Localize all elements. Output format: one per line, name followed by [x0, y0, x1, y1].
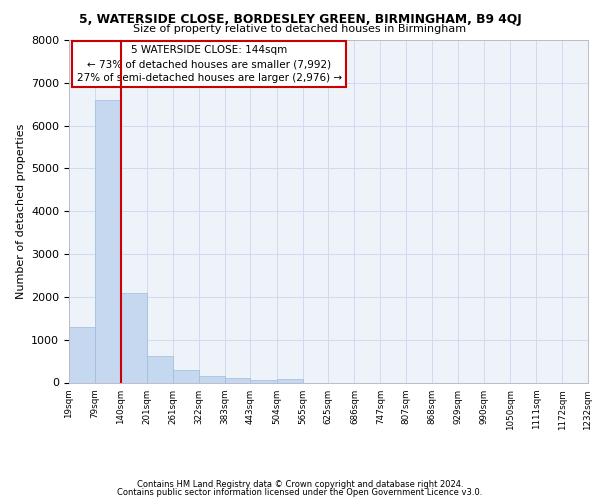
- Bar: [199, 376, 225, 382]
- Bar: [250, 380, 277, 382]
- Text: 5, WATERSIDE CLOSE, BORDESLEY GREEN, BIRMINGHAM, B9 4QJ: 5, WATERSIDE CLOSE, BORDESLEY GREEN, BIR…: [79, 12, 521, 26]
- Text: Contains HM Land Registry data © Crown copyright and database right 2024.: Contains HM Land Registry data © Crown c…: [137, 480, 463, 489]
- Bar: [121, 292, 147, 382]
- Y-axis label: Number of detached properties: Number of detached properties: [16, 124, 26, 299]
- Bar: [277, 379, 302, 382]
- Text: Contains public sector information licensed under the Open Government Licence v3: Contains public sector information licen…: [118, 488, 482, 497]
- Bar: [173, 370, 199, 382]
- Bar: [147, 356, 173, 382]
- Bar: [69, 327, 95, 382]
- Bar: [225, 378, 250, 382]
- Bar: [95, 100, 121, 382]
- Text: 5 WATERSIDE CLOSE: 144sqm
← 73% of detached houses are smaller (7,992)
27% of se: 5 WATERSIDE CLOSE: 144sqm ← 73% of detac…: [77, 45, 341, 83]
- Text: Size of property relative to detached houses in Birmingham: Size of property relative to detached ho…: [133, 24, 467, 34]
